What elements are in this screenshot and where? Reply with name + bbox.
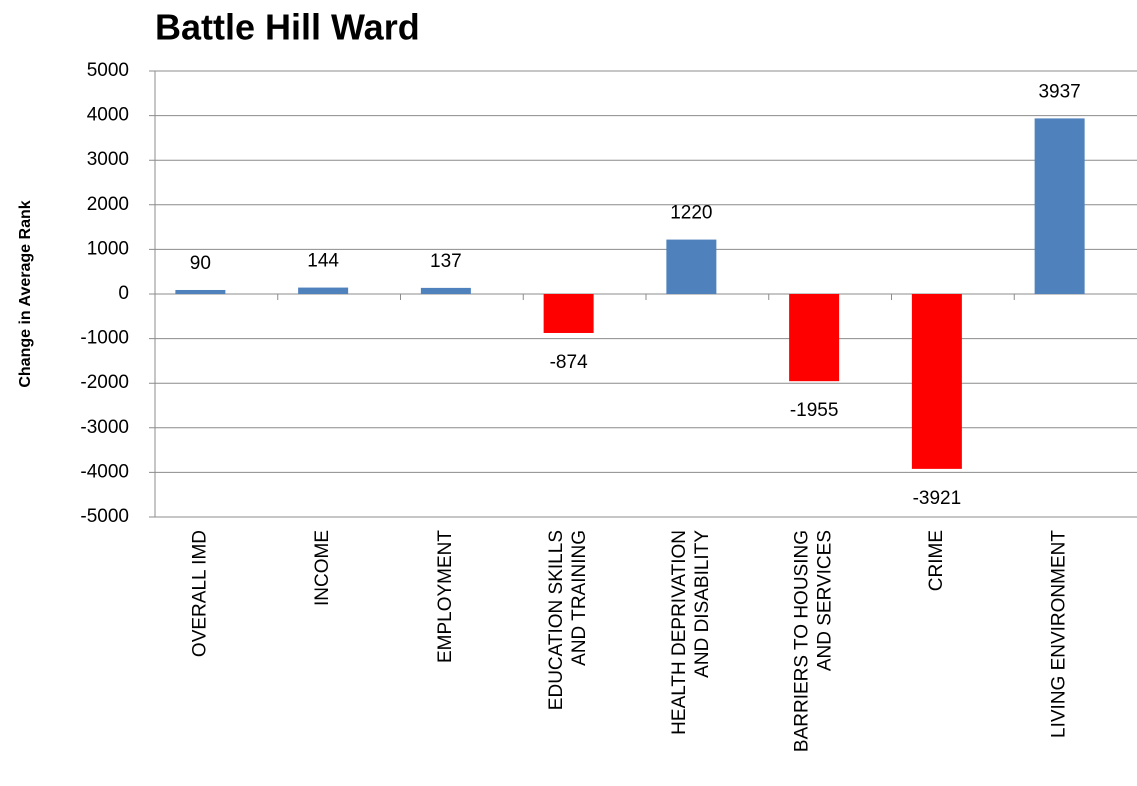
y-tick-label: 5000 — [87, 60, 129, 81]
x-tick-label: OVERALL IMD — [189, 530, 210, 657]
x-tick-label: BARRIERS TO HOUSINGAND SERVICES — [792, 530, 836, 752]
y-tick-label: -3000 — [80, 417, 129, 438]
data-label: 1220 — [670, 203, 712, 224]
data-label: -3921 — [913, 488, 962, 509]
y-tick-label: 0 — [118, 283, 129, 304]
bar — [543, 294, 594, 333]
y-tick-label: -1000 — [80, 328, 129, 349]
x-tick-label: HEALTH DEPRIVATIONAND DISABILITY — [669, 530, 713, 735]
x-tick-label: EDUCATION SKILLSAND TRAINING — [546, 530, 590, 710]
x-tick-label: CRIME — [926, 530, 947, 591]
bar — [298, 287, 349, 294]
y-tick-label: 3000 — [87, 149, 129, 170]
data-label: 137 — [430, 251, 462, 272]
data-label: 144 — [307, 251, 339, 272]
x-tick-label: EMPLOYMENT — [435, 530, 456, 663]
x-tick-label: LIVING ENVIRONMENT — [1049, 530, 1070, 738]
data-label: -874 — [550, 352, 588, 373]
bar — [911, 294, 962, 469]
data-label: 90 — [190, 253, 211, 274]
x-tick-label: INCOME — [312, 530, 333, 606]
y-tick-label: 1000 — [87, 238, 129, 259]
data-label: 3937 — [1038, 81, 1080, 102]
chart-title: Battle Hill Ward — [155, 7, 420, 48]
y-tick-label: -4000 — [80, 461, 129, 482]
bar — [789, 294, 840, 382]
bar — [1034, 118, 1085, 295]
y-tick-label: 4000 — [87, 105, 129, 126]
data-label: -1955 — [790, 400, 839, 421]
y-tick-label: -2000 — [80, 372, 129, 393]
y-tick-label: 2000 — [87, 194, 129, 215]
bar — [175, 289, 226, 294]
bar — [666, 239, 717, 294]
y-axis-label: Change in Average Rank — [17, 200, 34, 387]
bar — [420, 287, 471, 294]
y-tick-label: -5000 — [80, 506, 129, 527]
